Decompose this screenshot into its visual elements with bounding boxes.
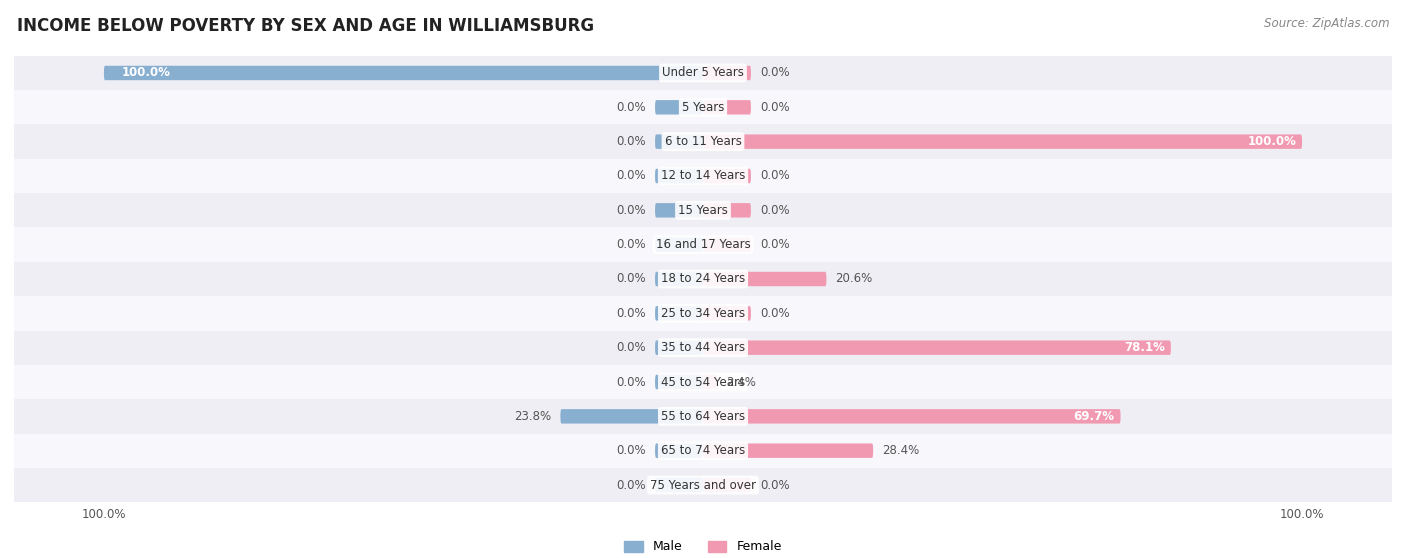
Bar — [14, 468, 1392, 502]
Text: 0.0%: 0.0% — [616, 479, 647, 492]
FancyBboxPatch shape — [655, 203, 703, 218]
FancyBboxPatch shape — [655, 169, 703, 183]
FancyBboxPatch shape — [655, 340, 703, 355]
FancyBboxPatch shape — [655, 134, 703, 149]
Bar — [14, 330, 1392, 365]
Text: 0.0%: 0.0% — [759, 479, 790, 492]
Text: 6 to 11 Years: 6 to 11 Years — [665, 135, 741, 148]
Text: 69.7%: 69.7% — [1074, 410, 1115, 423]
Bar — [14, 56, 1392, 90]
FancyBboxPatch shape — [703, 272, 827, 286]
FancyBboxPatch shape — [703, 66, 751, 80]
Text: 0.0%: 0.0% — [616, 272, 647, 286]
Text: Under 5 Years: Under 5 Years — [662, 66, 744, 79]
Text: 0.0%: 0.0% — [616, 204, 647, 217]
FancyBboxPatch shape — [703, 134, 1302, 149]
FancyBboxPatch shape — [703, 100, 751, 114]
Bar — [14, 228, 1392, 262]
FancyBboxPatch shape — [655, 238, 703, 252]
Bar — [14, 434, 1392, 468]
Text: 0.0%: 0.0% — [759, 238, 790, 251]
Text: 2.4%: 2.4% — [727, 376, 756, 388]
Text: 0.0%: 0.0% — [759, 307, 790, 320]
Bar — [14, 399, 1392, 434]
FancyBboxPatch shape — [703, 478, 751, 492]
Text: 45 to 54 Years: 45 to 54 Years — [661, 376, 745, 388]
FancyBboxPatch shape — [703, 444, 873, 458]
Text: 25 to 34 Years: 25 to 34 Years — [661, 307, 745, 320]
Bar — [14, 159, 1392, 193]
Bar — [14, 296, 1392, 330]
Text: 28.4%: 28.4% — [882, 444, 920, 457]
Text: 78.1%: 78.1% — [1123, 341, 1166, 354]
FancyBboxPatch shape — [655, 444, 703, 458]
Text: 75 Years and over: 75 Years and over — [650, 479, 756, 492]
Text: 5 Years: 5 Years — [682, 101, 724, 114]
Text: 18 to 24 Years: 18 to 24 Years — [661, 272, 745, 286]
FancyBboxPatch shape — [703, 340, 1171, 355]
Bar — [14, 193, 1392, 228]
Text: 0.0%: 0.0% — [616, 170, 647, 182]
FancyBboxPatch shape — [561, 409, 703, 424]
FancyBboxPatch shape — [655, 272, 703, 286]
FancyBboxPatch shape — [703, 375, 717, 389]
Text: INCOME BELOW POVERTY BY SEX AND AGE IN WILLIAMSBURG: INCOME BELOW POVERTY BY SEX AND AGE IN W… — [17, 17, 593, 35]
FancyBboxPatch shape — [703, 203, 751, 218]
Text: 65 to 74 Years: 65 to 74 Years — [661, 444, 745, 457]
Text: 0.0%: 0.0% — [616, 376, 647, 388]
Text: 0.0%: 0.0% — [759, 204, 790, 217]
Text: 12 to 14 Years: 12 to 14 Years — [661, 170, 745, 182]
Text: 23.8%: 23.8% — [515, 410, 551, 423]
FancyBboxPatch shape — [655, 478, 703, 492]
Text: 35 to 44 Years: 35 to 44 Years — [661, 341, 745, 354]
Text: 15 Years: 15 Years — [678, 204, 728, 217]
Text: 0.0%: 0.0% — [616, 101, 647, 114]
FancyBboxPatch shape — [655, 306, 703, 320]
Text: 0.0%: 0.0% — [616, 307, 647, 320]
FancyBboxPatch shape — [703, 238, 751, 252]
Text: 0.0%: 0.0% — [759, 170, 790, 182]
Bar — [14, 124, 1392, 159]
FancyBboxPatch shape — [655, 375, 703, 389]
Text: 16 and 17 Years: 16 and 17 Years — [655, 238, 751, 251]
Text: 0.0%: 0.0% — [616, 135, 647, 148]
Bar — [14, 90, 1392, 124]
FancyBboxPatch shape — [655, 100, 703, 114]
FancyBboxPatch shape — [703, 306, 751, 320]
Text: 100.0%: 100.0% — [122, 66, 170, 79]
Bar — [14, 365, 1392, 399]
Text: 0.0%: 0.0% — [759, 66, 790, 79]
Text: Source: ZipAtlas.com: Source: ZipAtlas.com — [1264, 17, 1389, 30]
Text: 55 to 64 Years: 55 to 64 Years — [661, 410, 745, 423]
Bar — [14, 262, 1392, 296]
Legend: Male, Female: Male, Female — [619, 536, 787, 558]
FancyBboxPatch shape — [703, 169, 751, 183]
Text: 0.0%: 0.0% — [759, 101, 790, 114]
Text: 0.0%: 0.0% — [616, 341, 647, 354]
Text: 20.6%: 20.6% — [835, 272, 873, 286]
FancyBboxPatch shape — [703, 409, 1121, 424]
FancyBboxPatch shape — [104, 66, 703, 80]
Text: 0.0%: 0.0% — [616, 444, 647, 457]
Text: 100.0%: 100.0% — [1247, 135, 1296, 148]
Text: 0.0%: 0.0% — [616, 238, 647, 251]
